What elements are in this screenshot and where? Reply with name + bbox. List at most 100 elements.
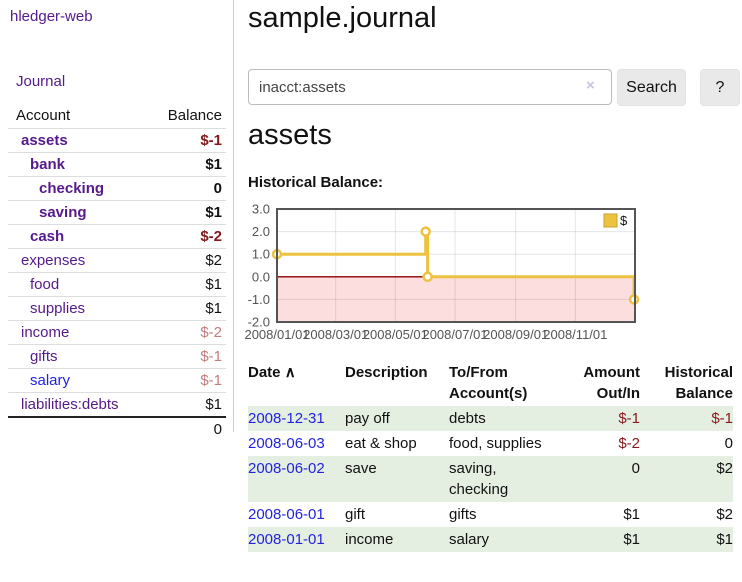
svg-text:3.0: 3.0 — [252, 202, 270, 217]
transaction-accounts: salary — [449, 531, 490, 548]
account-row: expenses $2 — [8, 247, 226, 272]
account-heading: assets — [248, 119, 332, 151]
page-title: sample.journal — [248, 2, 437, 34]
account-link-food[interactable]: food — [30, 275, 60, 293]
account-row: liabilities:debts $1 — [8, 391, 226, 417]
account-link-saving[interactable]: saving — [39, 203, 87, 221]
accounts-total-value: 0 — [150, 415, 226, 441]
transaction-description: eat & shop — [345, 435, 417, 452]
sort-ascending-icon: ∧ — [284, 364, 296, 381]
sidebar-item-journal[interactable]: Journal — [16, 73, 66, 90]
transaction-balance: $2 — [716, 460, 733, 477]
transaction-amount: $-2 — [618, 435, 640, 452]
search-input[interactable] — [248, 69, 612, 105]
transaction-description: save — [345, 460, 377, 477]
svg-text:2008/11/01: 2008/11/01 — [543, 327, 607, 342]
transaction-accounts: debts — [449, 410, 486, 427]
register-header-description: Description — [345, 364, 428, 381]
account-link-expenses[interactable]: expenses — [21, 251, 86, 269]
account-link-cash[interactable]: cash — [30, 227, 65, 245]
transaction-row: 2008-01-01 income salary $1 $1 — [248, 527, 733, 552]
transaction-balance: $1 — [716, 531, 733, 548]
account-balance: $-2 — [150, 223, 226, 248]
clear-search-icon[interactable]: × — [586, 77, 595, 94]
chart-label: Historical Balance: — [248, 174, 384, 191]
account-row: supplies $1 — [8, 295, 226, 320]
register-header-amount: Amount Out/In — [583, 364, 640, 402]
account-link-salary[interactable]: salary — [30, 371, 71, 389]
svg-text:2008/09/01: 2008/09/01 — [483, 327, 548, 342]
transaction-balance: $-1 — [711, 410, 733, 427]
account-link-checking[interactable]: checking — [39, 179, 105, 197]
help-button[interactable]: ? — [700, 69, 740, 106]
account-link-bank[interactable]: bank — [30, 155, 66, 173]
register-table: Date ∧ Description To/From Account(s) Am… — [248, 360, 733, 552]
account-row: income $-2 — [8, 319, 226, 344]
accounts-header-balance: Balance — [167, 107, 222, 125]
account-row: assets $-1 — [8, 127, 226, 152]
transaction-description: income — [345, 531, 394, 548]
search-bar: × Search ? — [248, 69, 740, 107]
account-link-assets[interactable]: assets — [21, 131, 68, 149]
account-balance: 0 — [150, 175, 226, 200]
account-balance: $1 — [150, 151, 226, 176]
svg-text:2.0: 2.0 — [252, 224, 270, 239]
transaction-row: 2008-12-31 pay off debts $-1 $-1 — [248, 406, 733, 431]
transaction-row: 2008-06-02 save saving, checking 0 $2 — [248, 456, 733, 502]
account-balance: $-2 — [150, 319, 226, 344]
transaction-date-link[interactable]: 2008-01-01 — [248, 531, 325, 548]
svg-text:0.0: 0.0 — [252, 269, 270, 284]
transaction-accounts: saving, checking — [449, 460, 509, 498]
register-header-balance: Historical Balance — [664, 364, 733, 402]
transaction-date-link[interactable]: 2008-12-31 — [248, 410, 325, 427]
account-balance: $-1 — [150, 127, 226, 152]
transaction-accounts: gifts — [449, 506, 477, 523]
transaction-description: pay off — [345, 410, 390, 427]
date-header-label: Date — [248, 364, 281, 381]
register-header-date[interactable]: Date ∧ — [248, 360, 345, 406]
account-balance: $-1 — [150, 367, 226, 392]
account-balance: $1 — [150, 199, 226, 224]
transaction-row: 2008-06-03 eat & shop food, supplies $-2 0 — [248, 431, 733, 456]
transaction-date-link[interactable]: 2008-06-02 — [248, 460, 325, 477]
svg-text:1.0: 1.0 — [252, 247, 270, 262]
account-balance: $2 — [150, 247, 226, 272]
account-balance: $1 — [150, 391, 226, 417]
transaction-balance: $2 — [716, 506, 733, 523]
transaction-balance: 0 — [724, 435, 733, 452]
account-row: checking 0 — [8, 175, 226, 200]
transaction-date-link[interactable]: 2008-06-01 — [248, 506, 325, 523]
account-link-income[interactable]: income — [21, 323, 70, 341]
account-balance: $-1 — [150, 343, 226, 368]
transaction-row: 2008-06-01 gift gifts $1 $2 — [248, 502, 733, 527]
svg-text:2008/05/01: 2008/05/01 — [363, 327, 428, 342]
account-link-liabilities-debts[interactable]: liabilities:debts — [21, 395, 119, 413]
search-button[interactable]: Search — [617, 69, 686, 106]
transaction-amount: $1 — [623, 506, 640, 523]
account-balance: $1 — [150, 295, 226, 320]
account-row: gifts $-1 — [8, 343, 226, 368]
svg-text:-2.0: -2.0 — [248, 315, 270, 330]
sidebar-divider — [233, 0, 234, 432]
accounts-total-row: 0 — [8, 415, 226, 441]
transaction-date-link[interactable]: 2008-06-03 — [248, 435, 325, 452]
sidebar: hledger-web Journal Account Balance asse… — [8, 6, 226, 441]
app-title-link[interactable]: hledger-web — [10, 8, 93, 25]
account-link-supplies[interactable]: supplies — [30, 299, 86, 317]
account-row: saving $1 — [8, 199, 226, 224]
svg-text:$: $ — [620, 213, 628, 228]
account-balance: $1 — [150, 271, 226, 296]
register-header-accounts: To/From Account(s) — [449, 364, 528, 402]
transaction-amount: 0 — [631, 460, 640, 477]
account-row: bank $1 — [8, 151, 226, 176]
svg-text:2008/01/01: 2008/01/01 — [244, 327, 309, 342]
transaction-description: gift — [345, 506, 366, 523]
transaction-amount: $1 — [623, 531, 640, 548]
svg-text:2008/03/01: 2008/03/01 — [303, 327, 368, 342]
account-row: cash $-2 — [8, 223, 226, 248]
historical-balance-chart: 3.0 2.0 1.0 0.0 -1.0 -2.0 2008/01/01 2008/03/01… — [244, 202, 640, 345]
transaction-accounts: food, supplies — [449, 435, 542, 452]
transaction-amount: $-1 — [618, 410, 640, 427]
svg-text:2008/07/01: 2008/07/01 — [422, 327, 487, 342]
account-link-gifts[interactable]: gifts — [30, 347, 58, 365]
